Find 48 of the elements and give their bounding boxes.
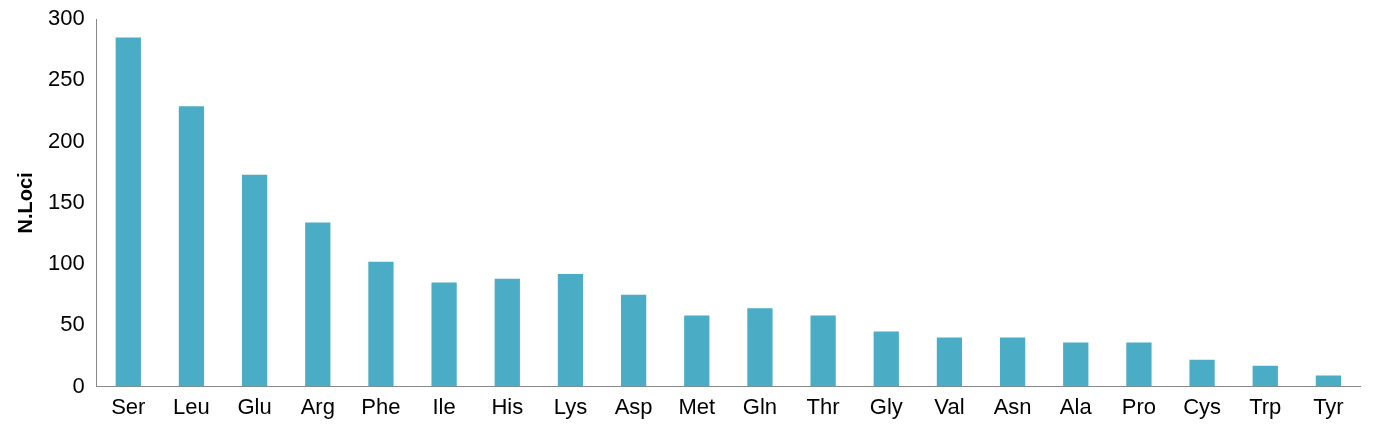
- bar: [305, 222, 331, 387]
- x-tick-label: His: [491, 393, 524, 419]
- x-tick-label: Tyr: [1313, 393, 1344, 419]
- x-tick-label: Lys: [553, 393, 588, 419]
- bar: [747, 308, 773, 387]
- y-tick-label: 50: [60, 311, 85, 337]
- x-tick-label: Ala: [1059, 393, 1093, 419]
- bar: [241, 174, 268, 387]
- bar: [1126, 342, 1152, 387]
- bar: [684, 315, 710, 387]
- y-tick-label: 150: [47, 188, 85, 214]
- y-tick-label: 250: [47, 66, 85, 92]
- x-tick-label: Ile: [432, 393, 456, 419]
- x-tick-label: Ser: [111, 393, 146, 419]
- x-tick-label: Leu: [173, 393, 210, 419]
- bar: [368, 261, 394, 387]
- x-tick-label: Met: [678, 393, 716, 419]
- bar: [557, 273, 584, 387]
- x-tick-label: Thr: [806, 393, 840, 419]
- bar: [115, 37, 141, 387]
- x-tick-label: Glu: [237, 393, 272, 419]
- x-tick-label: Cys: [1183, 393, 1222, 419]
- bar: [810, 315, 836, 387]
- y-tick-label: 0: [72, 372, 85, 398]
- x-tick-label: Arg: [300, 393, 335, 419]
- x-tick-label: Phe: [361, 393, 401, 419]
- x-tick-label: Val: [934, 393, 965, 419]
- y-tick-label: 200: [47, 127, 85, 153]
- y-tick-label: 300: [47, 5, 85, 31]
- x-tick-label: Gln: [742, 393, 778, 419]
- bar: [494, 278, 520, 387]
- y-axis-title: N.Loci: [13, 172, 36, 234]
- bar: [1189, 359, 1215, 387]
- bar: [1315, 375, 1342, 387]
- y-tick-label: 100: [47, 250, 85, 276]
- x-tick-label: Trp: [1249, 393, 1282, 419]
- bar: [873, 331, 899, 387]
- bar: [178, 106, 205, 387]
- bar: [1063, 342, 1089, 387]
- bar: [1252, 365, 1278, 387]
- x-tick-label: Gly: [869, 393, 903, 419]
- bar: [999, 337, 1026, 387]
- x-tick-label: Pro: [1121, 393, 1157, 419]
- bar: [620, 294, 647, 387]
- x-tick-label: Asn: [993, 393, 1032, 419]
- x-tick-label: Asp: [614, 393, 653, 419]
- bar: [431, 282, 457, 387]
- bar: [936, 337, 963, 387]
